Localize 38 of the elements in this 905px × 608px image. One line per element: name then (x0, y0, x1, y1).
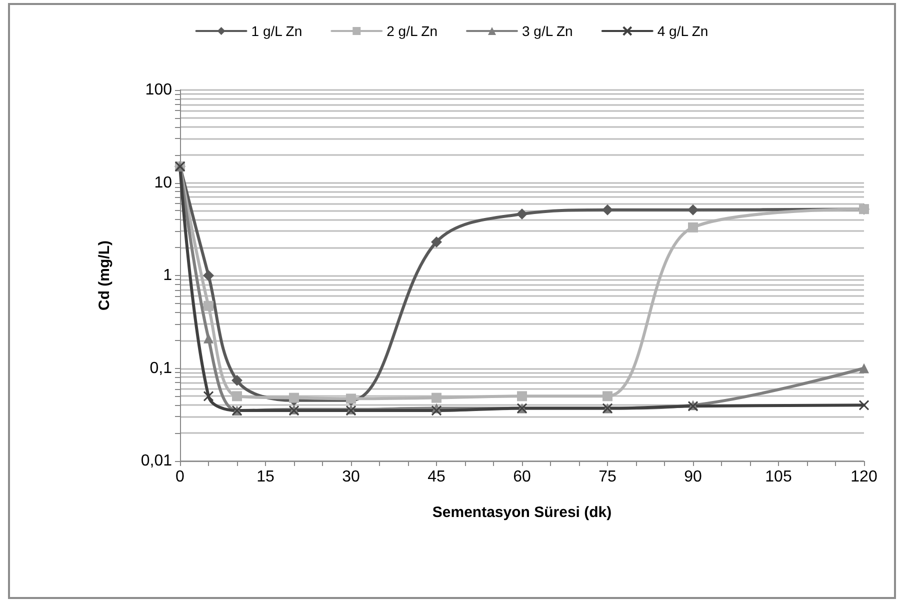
point (688, 222, 698, 232)
point (204, 333, 214, 344)
point (203, 390, 214, 402)
y-tick-label: 100 (145, 82, 172, 98)
x-tick-label: 90 (684, 468, 702, 486)
y-tick-label: 10 (154, 174, 172, 192)
y-axis-title: Cd (mg/L) (96, 240, 113, 310)
legend-label: 3 g/L Zn (522, 23, 573, 39)
legend-label: 1 g/L Zn (251, 23, 302, 39)
point (517, 391, 527, 402)
point (858, 400, 870, 410)
point (688, 204, 698, 216)
x-tick-label: 15 (256, 468, 274, 486)
point (203, 270, 214, 281)
x-tick-label: 60 (513, 468, 531, 486)
x-tick-label: 120 (850, 468, 878, 486)
x-tick-label: 75 (598, 468, 616, 486)
x-tick-label: 105 (765, 468, 792, 486)
point (432, 392, 442, 403)
point (204, 300, 214, 311)
point (232, 374, 242, 386)
y-tick-label: 1 (163, 267, 172, 284)
point (232, 391, 242, 402)
x-axis-title: Sementasyon Süresi (dk) (432, 504, 612, 521)
point (602, 391, 612, 402)
y-tick-label: 0,01 (140, 452, 172, 470)
legend-label: 4 g/L Zn (657, 23, 708, 39)
point (431, 405, 442, 416)
point (602, 204, 613, 216)
y-tick-label: 0,1 (150, 360, 172, 377)
x-tick-label: 0 (176, 468, 185, 486)
point (289, 392, 299, 403)
x-tick-label: 30 (342, 468, 360, 486)
point (859, 363, 869, 374)
legend-label: 2 g/L Zn (386, 23, 438, 39)
point (431, 236, 442, 248)
point (516, 208, 528, 220)
x-tick-label: 45 (428, 468, 446, 486)
